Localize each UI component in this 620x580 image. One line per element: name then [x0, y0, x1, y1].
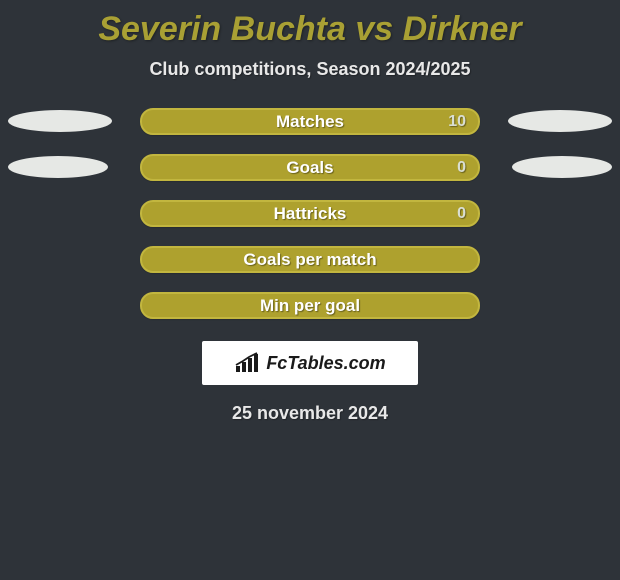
player2-ellipse — [512, 156, 612, 178]
stat-rows: Matches 10 Goals 0 Hattricks 0 Goals per match… — [0, 108, 620, 319]
stat-label: Min per goal — [260, 296, 360, 316]
chart-icon — [234, 352, 260, 374]
stat-row: Matches 10 — [0, 108, 620, 135]
player1-ellipse — [8, 110, 112, 132]
stat-row: Goals per match — [0, 246, 620, 273]
stat-label: Hattricks — [274, 204, 347, 224]
stat-row: Hattricks 0 — [0, 200, 620, 227]
logo-box: FcTables.com — [202, 341, 418, 385]
stat-bar: Min per goal — [140, 292, 480, 319]
stat-row: Min per goal — [0, 292, 620, 319]
stat-label: Goals — [286, 158, 333, 178]
stat-bar: Matches 10 — [140, 108, 480, 135]
subtitle: Club competitions, Season 2024/2025 — [0, 59, 620, 80]
stat-value: 10 — [448, 113, 466, 131]
player2-ellipse — [508, 110, 612, 132]
stat-bar: Goals 0 — [140, 154, 480, 181]
stat-value: 0 — [457, 159, 466, 177]
comparison-infographic: Severin Buchta vs Dirkner Club competiti… — [0, 0, 620, 580]
player1-ellipse — [8, 156, 108, 178]
stat-value: 0 — [457, 205, 466, 223]
stat-label: Matches — [276, 112, 344, 132]
stat-bar: Hattricks 0 — [140, 200, 480, 227]
logo-text: FcTables.com — [266, 353, 385, 374]
date-text: 25 november 2024 — [0, 403, 620, 424]
stat-row: Goals 0 — [0, 154, 620, 181]
stat-bar: Goals per match — [140, 246, 480, 273]
page-title: Severin Buchta vs Dirkner — [0, 10, 620, 49]
stat-label: Goals per match — [243, 250, 376, 270]
